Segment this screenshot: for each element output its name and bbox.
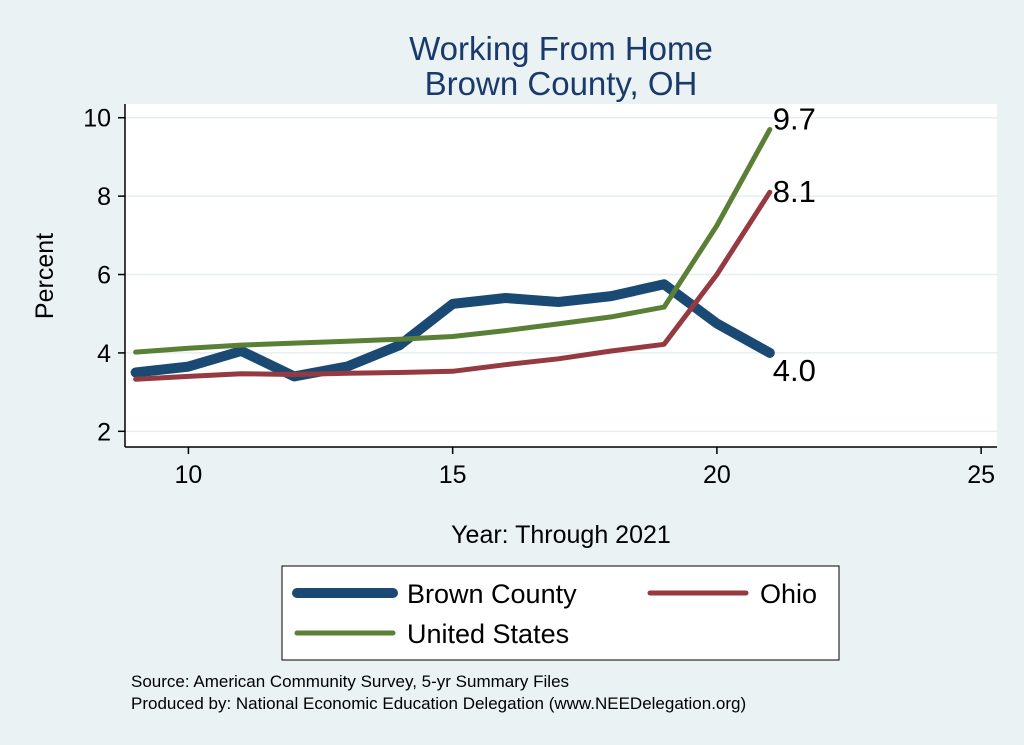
end-labels: 4.0 8.1 9.7 — [773, 101, 816, 387]
x-tick-label: 15 — [439, 461, 467, 489]
producer-note: Produced by: National Economic Education… — [131, 694, 746, 713]
series-line-brown-county — [130, 279, 775, 382]
x-axis-title: Year: Through 2021 — [451, 521, 671, 549]
y-tick-label: 10 — [83, 105, 111, 133]
end-label: 9.7 — [773, 101, 816, 136]
x-tick-label: 20 — [703, 461, 731, 489]
y-tick-label: 6 — [97, 262, 111, 290]
series-line-united-states — [133, 127, 773, 355]
y-axis-ticks: 2 4 6 8 10 — [83, 105, 125, 446]
legend-box — [281, 565, 840, 661]
legend-label: Brown County — [407, 579, 577, 609]
legend-label: Ohio — [760, 579, 817, 609]
legend-label: United States — [407, 619, 569, 649]
x-tick-label: 25 — [967, 461, 995, 489]
end-label: 4.0 — [773, 353, 816, 388]
legend: Brown County Ohio United States — [292, 579, 817, 649]
y-tick-label: 8 — [97, 183, 111, 211]
x-axis-ticks: 10 15 20 25 — [175, 447, 995, 489]
gridlines — [125, 116, 997, 433]
series-line-ohio — [133, 189, 773, 382]
x-tick-label: 10 — [175, 461, 203, 489]
y-tick-label: 4 — [97, 340, 111, 368]
plot-area — [125, 104, 997, 447]
y-axis-title: Percent — [31, 233, 59, 319]
y-tick-label: 2 — [97, 418, 111, 446]
source-note: Source: American Community Survey, 5-yr … — [131, 672, 569, 691]
chart-title-line-1: Working From Home — [409, 30, 713, 67]
series-layer — [130, 127, 775, 382]
chart-title-line-2: Brown County, OH — [425, 65, 698, 102]
end-label: 8.1 — [773, 174, 816, 209]
